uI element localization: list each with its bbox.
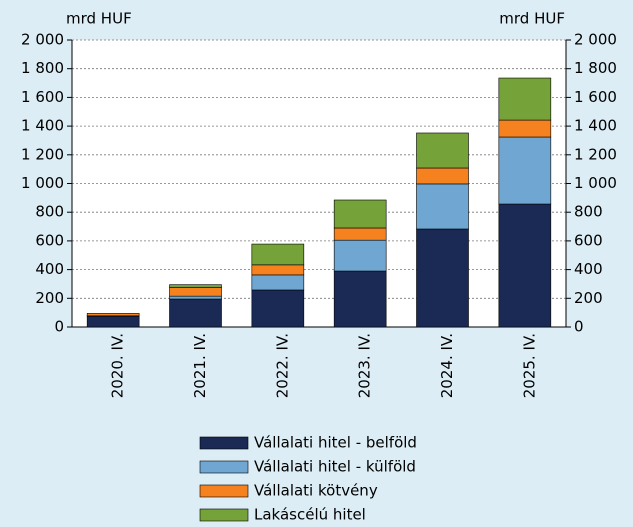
legend-swatch [199, 484, 249, 498]
bar-segment [251, 264, 305, 276]
legend-label: Vállalati hitel - belföld [254, 434, 417, 452]
legend-label: Lakáscélú hitel [254, 506, 366, 524]
y-tick-label: 1 200 [21, 145, 64, 163]
x-tick-label: 2020. IV. [109, 333, 127, 398]
legend-swatch [199, 460, 249, 474]
y-tick-label: 600 [35, 231, 64, 249]
y2-tick-label: 1 400 [574, 117, 617, 135]
legend-swatch [199, 436, 249, 450]
y-tick-label: 400 [35, 260, 64, 278]
y2-tick-label: 0 [574, 318, 584, 336]
y2-tick-label: 400 [574, 260, 603, 278]
y2-tick-label: 600 [574, 231, 603, 249]
bar-segment [498, 119, 552, 138]
y2-axis-label: mrd HUF [499, 10, 565, 28]
bar-segment [251, 274, 305, 291]
y-tick-label: 0 [54, 318, 64, 336]
y-axis-label: mrd HUF [66, 10, 132, 28]
x-tick-label: 2022. IV. [273, 333, 291, 398]
bar-segment [86, 315, 140, 328]
bar-segment [333, 239, 387, 272]
bar-segment [498, 203, 552, 328]
legend-label: Vállalati kötvény [254, 482, 378, 500]
y-tick-label: 1 600 [21, 88, 64, 106]
bar-segment [251, 243, 305, 266]
bar-segment [498, 136, 552, 205]
y2-tick-label: 1 200 [574, 145, 617, 163]
x-tick-label: 2021. IV. [191, 333, 209, 398]
y2-tick-label: 200 [574, 289, 603, 307]
bar-segment [169, 298, 222, 328]
bar-segment [333, 227, 387, 241]
y2-tick-label: 1 600 [574, 88, 617, 106]
x-tick-label: 2024. IV. [438, 333, 456, 398]
bar-segment [169, 287, 222, 297]
legend-swatch [199, 508, 249, 522]
x-tick-label: 2023. IV. [356, 333, 374, 398]
bar-segment [169, 284, 222, 288]
y-tick-label: 1 800 [21, 59, 64, 77]
y-tick-label: 1 400 [21, 117, 64, 135]
y2-tick-label: 1 000 [574, 174, 617, 192]
bar-segment [498, 77, 552, 121]
bar-segment [86, 313, 140, 317]
y2-tick-label: 2 000 [574, 31, 617, 49]
bar-segment [416, 167, 469, 185]
bar-segment [333, 199, 387, 229]
bar-segment [416, 183, 469, 230]
y-tick-label: 200 [35, 289, 64, 307]
bar-segment [416, 228, 469, 328]
bar-segment [169, 295, 222, 300]
plot-area [72, 40, 566, 327]
legend-label: Vállalati hitel - külföld [254, 458, 416, 476]
x-tick-label: 2025. IV. [520, 333, 538, 398]
y2-tick-label: 800 [574, 203, 603, 221]
y-tick-label: 800 [35, 203, 64, 221]
bar-segment [333, 270, 387, 328]
bar-segment [251, 289, 305, 328]
y2-tick-label: 1 800 [574, 59, 617, 77]
y-tick-label: 2 000 [21, 31, 64, 49]
y-tick-label: 1 000 [21, 174, 64, 192]
bar-segment [416, 132, 469, 169]
